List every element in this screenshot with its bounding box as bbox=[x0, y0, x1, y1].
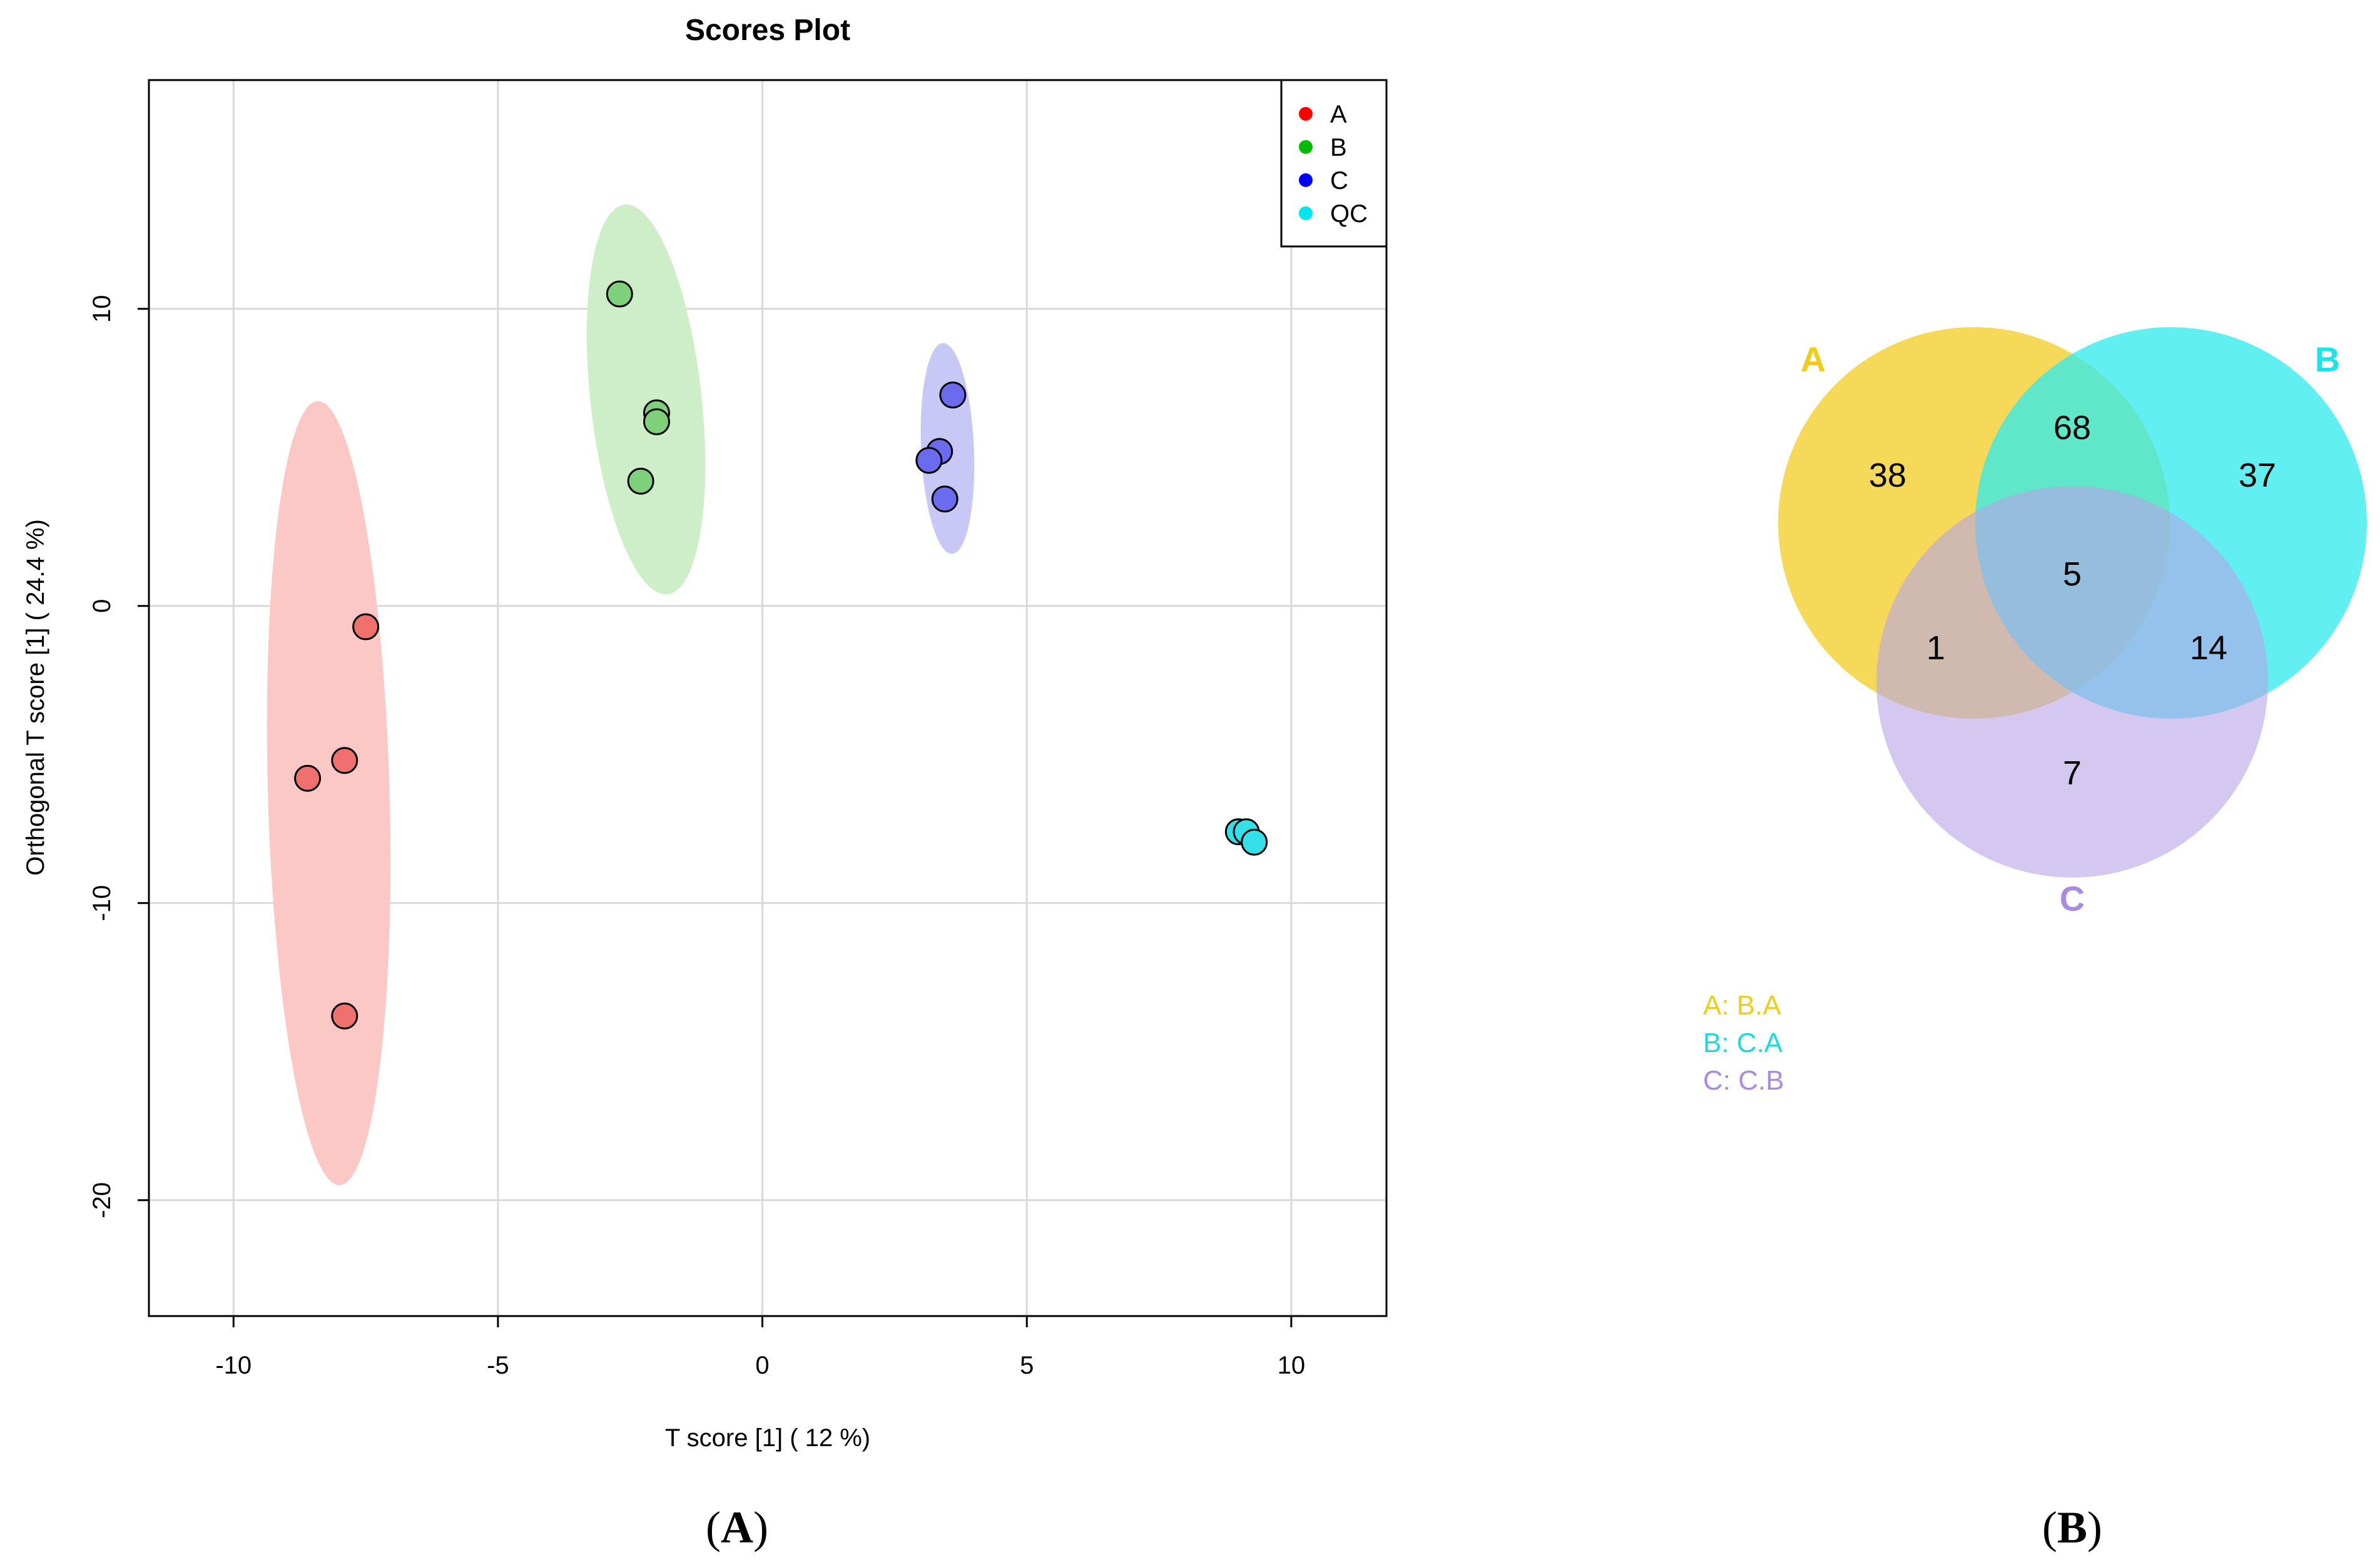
venn-legend-c: C: C.B bbox=[1703, 1065, 1784, 1096]
point-c-1 bbox=[939, 382, 967, 408]
point-b-3 bbox=[643, 408, 670, 435]
legend-label-c: C bbox=[1330, 167, 1348, 195]
y-tick-label-3: -20 bbox=[88, 1182, 116, 1218]
score-points bbox=[294, 280, 1268, 1030]
legend: ABC QC bbox=[1280, 79, 1388, 248]
panel-label-a: (A) bbox=[706, 1502, 768, 1552]
venn-region-counts: 38 68 37 5 1 14 7 bbox=[1869, 409, 2276, 792]
point-a-1 bbox=[352, 613, 380, 641]
venn-set-label-b: B bbox=[2315, 340, 2340, 379]
chart-title: Scores Plot bbox=[685, 14, 850, 47]
x-axis-label: T score [1] ( 12 %) bbox=[665, 1424, 870, 1452]
venn-legend: A: B.A B: C.A C: C.B bbox=[1703, 990, 1784, 1096]
venn-set-label-c: C bbox=[2060, 879, 2085, 918]
x-tick-label-4: 10 bbox=[1278, 1352, 1306, 1379]
confidence-ellipses bbox=[267, 204, 975, 1185]
scores-plot: -10 -5 0 5 10 10 0 -10 -20 Scores Plot T score … bbox=[22, 14, 1388, 1452]
y-axis-label: Orthogonal T score [1] ( 24.4 %) bbox=[22, 519, 49, 876]
legend-marker-a bbox=[1299, 107, 1313, 121]
point-a-3 bbox=[294, 764, 322, 792]
legend-marker-b bbox=[1299, 140, 1313, 154]
x-tick-label-2: 0 bbox=[755, 1352, 769, 1379]
x-tick-label-0: -10 bbox=[215, 1352, 252, 1379]
venn-set-label-a: A bbox=[1801, 340, 1826, 379]
count-b-only: 37 bbox=[2239, 457, 2276, 494]
point-a-4 bbox=[331, 1002, 359, 1030]
count-a-b: 68 bbox=[2053, 409, 2091, 447]
legend-label-qc: QC bbox=[1330, 200, 1368, 228]
point-a-2 bbox=[331, 747, 359, 774]
count-c-only: 7 bbox=[2063, 754, 2082, 792]
ellipse-b bbox=[586, 204, 706, 595]
legend-box bbox=[1280, 79, 1388, 248]
point-qc-3 bbox=[1241, 828, 1268, 856]
y-tick-label-1: 0 bbox=[88, 599, 116, 613]
venn-legend-b: B: C.A bbox=[1703, 1028, 1783, 1058]
legend-marker-qc bbox=[1299, 206, 1313, 220]
point-c-4 bbox=[931, 485, 959, 513]
x-axis-ticks: -10 -5 0 5 10 bbox=[215, 1316, 1305, 1379]
y-tick-label-2: -10 bbox=[88, 885, 116, 921]
venn-diagram: A B C 38 68 37 5 1 14 7 A: B.A B: C.A C:… bbox=[1703, 327, 2367, 1096]
x-tick-label-3: 5 bbox=[1020, 1352, 1034, 1379]
legend-label-a: A bbox=[1330, 101, 1347, 128]
plot-frame bbox=[148, 79, 1388, 1317]
count-b-c: 14 bbox=[2190, 629, 2227, 667]
legend-marker-c bbox=[1299, 173, 1313, 187]
point-b-1 bbox=[606, 280, 633, 308]
y-axis-ticks: 10 0 -10 -20 bbox=[88, 295, 149, 1218]
venn-legend-a: A: B.A bbox=[1703, 990, 1781, 1021]
venn-circle-c bbox=[1876, 486, 2268, 878]
legend-label-b: B bbox=[1330, 134, 1347, 161]
count-a-c: 1 bbox=[1926, 629, 1945, 667]
y-tick-label-0: 10 bbox=[88, 295, 116, 323]
point-b-4 bbox=[627, 467, 654, 495]
x-tick-label-1: -5 bbox=[487, 1352, 509, 1379]
count-a-only: 38 bbox=[1869, 457, 1906, 494]
ellipse-a bbox=[267, 401, 391, 1185]
point-c-3 bbox=[915, 447, 943, 474]
count-a-b-c: 5 bbox=[2063, 555, 2082, 593]
panel-label-b: (B) bbox=[2042, 1502, 2102, 1552]
